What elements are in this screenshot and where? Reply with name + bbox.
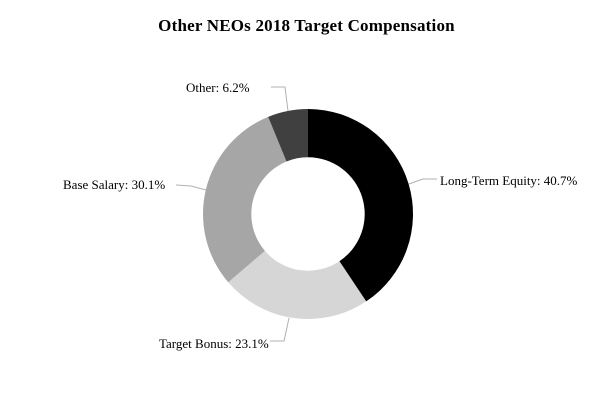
slice-label-base-salary: Base Salary: 30.1%	[63, 177, 166, 192]
donut-slices	[203, 108, 414, 319]
slice-label-other: Other: 6.2%	[186, 80, 250, 95]
donut-slice-other	[268, 109, 308, 162]
leader-line-long-term-equity	[408, 178, 437, 185]
leader-line-other	[271, 86, 289, 112]
leader-line-target-bonus	[270, 317, 290, 342]
donut-slice-long-term-equity	[308, 108, 414, 302]
donut-slice-base-salary	[203, 116, 287, 283]
donut-slice-target-bonus	[228, 250, 367, 319]
slice-label-long-term-equity: Long-Term Equity: 40.7%	[440, 173, 578, 188]
leader-line-base-salary	[175, 184, 207, 191]
slice-label-target-bonus: Target Bonus: 23.1%	[159, 336, 269, 351]
chart-title: Other NEOs 2018 Target Compensation	[158, 16, 455, 35]
